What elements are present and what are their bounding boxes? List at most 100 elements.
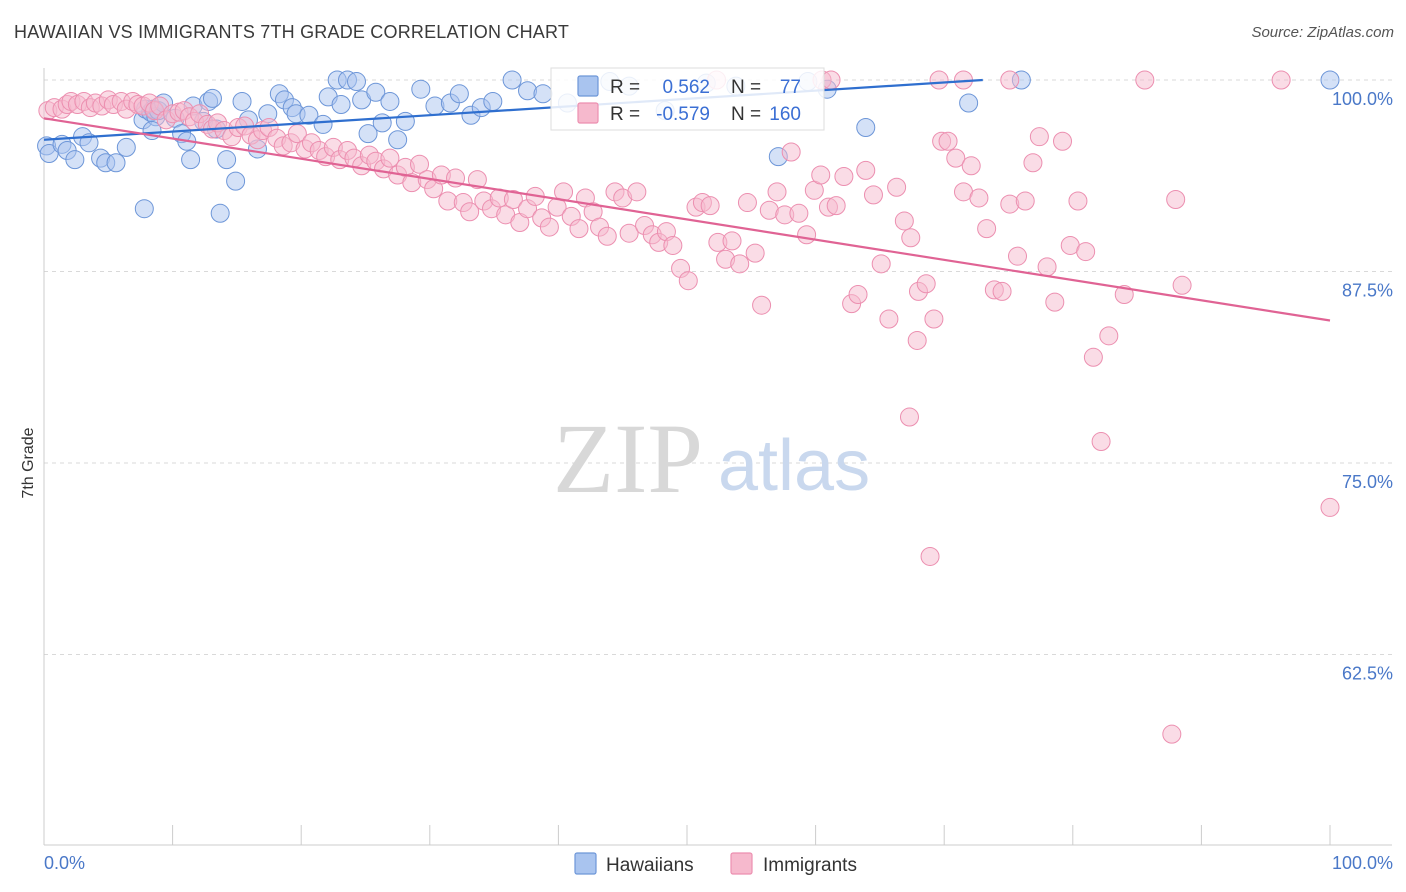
immigrants-point-107 xyxy=(767,182,787,202)
immigrants-point-87 xyxy=(619,223,639,243)
immigrants-point-105 xyxy=(752,295,772,315)
immigrants-point-130 xyxy=(938,131,958,151)
immigrants-point-161 xyxy=(929,70,949,90)
hawaiians-point-4 xyxy=(65,150,85,170)
axes xyxy=(43,68,1392,846)
immigrants-corr-swatch xyxy=(577,102,599,124)
hawaiians-point-40 xyxy=(299,105,319,125)
hawaiians-n-label: N = xyxy=(731,77,761,98)
immigrants-point-95 xyxy=(678,271,698,291)
hawaiians-point-41 xyxy=(313,114,333,134)
hawaiians-point-54 xyxy=(411,79,431,99)
hawaiians-point-44 xyxy=(331,95,351,115)
immigrants-point-153 xyxy=(1166,189,1186,209)
immigrants-point-115 xyxy=(826,196,846,216)
immigrants-point-88 xyxy=(627,182,647,202)
hawaiians-point-73 xyxy=(856,117,876,137)
hawaiians-point-49 xyxy=(366,82,386,102)
immigrants-point-159 xyxy=(907,330,927,350)
immigrants-point-119 xyxy=(856,160,876,180)
immigrants-point-54 xyxy=(380,148,400,168)
immigrants-point-98 xyxy=(700,196,720,216)
legend: Hawaiians Immigrants xyxy=(574,852,857,876)
hawaiians-point-57 xyxy=(449,84,469,104)
hawaiians-point-51 xyxy=(380,91,400,111)
immigrants-point-121 xyxy=(871,254,891,274)
hawaiians-point-1 xyxy=(39,144,59,164)
hawaiians-point-13 xyxy=(134,199,154,219)
immigrants-point-65 xyxy=(460,202,480,222)
immigrants-point-113 xyxy=(811,165,831,185)
immigrants-point-165 xyxy=(1162,724,1182,744)
immigrants-point-76 xyxy=(539,217,559,237)
immigrants-point-149 xyxy=(1083,347,1103,367)
immigrants-point-101 xyxy=(722,231,742,251)
immigrants-point-160 xyxy=(920,546,940,566)
immigrants-point-116 xyxy=(834,167,854,187)
y-tick-label-0: 100.0% xyxy=(1332,89,1393,109)
immigrants-point-84 xyxy=(597,226,617,246)
immigrants-point-166 xyxy=(1271,70,1291,90)
immigrants-point-164 xyxy=(1135,70,1155,90)
chart-source: Source: ZipAtlas.com xyxy=(1251,24,1394,41)
hawaiians-point-62 xyxy=(518,81,538,101)
immigrants-point-145 xyxy=(1053,131,1073,151)
legend-hawaiians-swatch xyxy=(574,852,597,875)
legend-immigrants-label: Immigrants xyxy=(763,855,857,876)
hawaiians-point-60 xyxy=(483,91,503,111)
legend-hawaiians-label: Hawaiians xyxy=(606,855,694,876)
hawaiians-point-32 xyxy=(232,91,252,111)
immigrants-point-120 xyxy=(863,185,883,205)
hawaiians-trend-line xyxy=(43,78,983,141)
immigrants-point-163 xyxy=(1000,70,1020,90)
immigrants-point-123 xyxy=(887,177,907,197)
immigrants-point-111 xyxy=(797,225,817,245)
immigrants-point-118 xyxy=(848,284,868,304)
correlation-box: R = 0.562 N = 77 R = -0.579 N = 160 xyxy=(550,67,825,131)
immigrants-point-154 xyxy=(1172,275,1192,295)
watermark-atlas: atlas xyxy=(718,426,870,506)
immigrants-point-103 xyxy=(737,193,757,213)
hawaiians-point-63 xyxy=(533,84,553,104)
hawaiians-r-value: 0.562 xyxy=(662,77,710,98)
y-tick-labels: 100.0% 87.5% 75.0% 62.5% xyxy=(1332,89,1393,684)
immigrants-point-66 xyxy=(467,170,487,190)
immigrants-point-144 xyxy=(1045,292,1065,312)
hawaiians-corr-swatch xyxy=(577,75,599,97)
immigrants-point-135 xyxy=(977,219,997,239)
x-tick-labels: 0.0% 100.0% xyxy=(44,853,1393,873)
immigrants-point-93 xyxy=(663,235,683,255)
immigrants-point-151 xyxy=(1099,326,1119,346)
hawaiians-point-29 xyxy=(210,203,230,223)
chart-title: HAWAIIAN VS IMMIGRANTS 7TH GRADE CORRELA… xyxy=(14,22,570,42)
gridlines xyxy=(44,79,1392,655)
hawaiians-point-55 xyxy=(425,96,445,116)
immigrants-r-label: R = xyxy=(610,104,640,125)
immigrants-point-150 xyxy=(1091,432,1111,452)
immigrants-point-109 xyxy=(781,142,801,162)
immigrants-point-122 xyxy=(879,309,899,329)
x-tick-label-1: 100.0% xyxy=(1332,853,1393,873)
x-tick-label-0: 0.0% xyxy=(44,853,85,873)
hawaiians-point-74 xyxy=(959,93,979,113)
immigrants-point-128 xyxy=(924,309,944,329)
immigrants-n-label: N = xyxy=(731,104,761,125)
hawaiians-point-9 xyxy=(106,153,126,173)
immigrants-point-142 xyxy=(1029,127,1049,147)
hawaiians-point-31 xyxy=(226,171,246,191)
hawaiians-r-label: R = xyxy=(610,77,640,98)
y-tick-label-2: 75.0% xyxy=(1342,472,1393,492)
legend-immigrants-swatch xyxy=(730,852,753,875)
hawaiians-point-10 xyxy=(116,137,136,157)
immigrants-point-137 xyxy=(992,281,1012,301)
trend-lines xyxy=(43,78,1331,322)
watermark-zip: ZIP xyxy=(553,403,703,514)
hawaiians-point-30 xyxy=(217,150,237,170)
immigrants-point-110 xyxy=(789,203,809,223)
immigrants-point-104 xyxy=(745,243,765,263)
immigrants-point-139 xyxy=(1008,246,1028,266)
hawaiians-point-50 xyxy=(372,113,392,133)
immigrants-point-124 xyxy=(894,211,914,231)
immigrants-point-80 xyxy=(569,219,589,239)
immigrants-point-158 xyxy=(899,407,919,427)
